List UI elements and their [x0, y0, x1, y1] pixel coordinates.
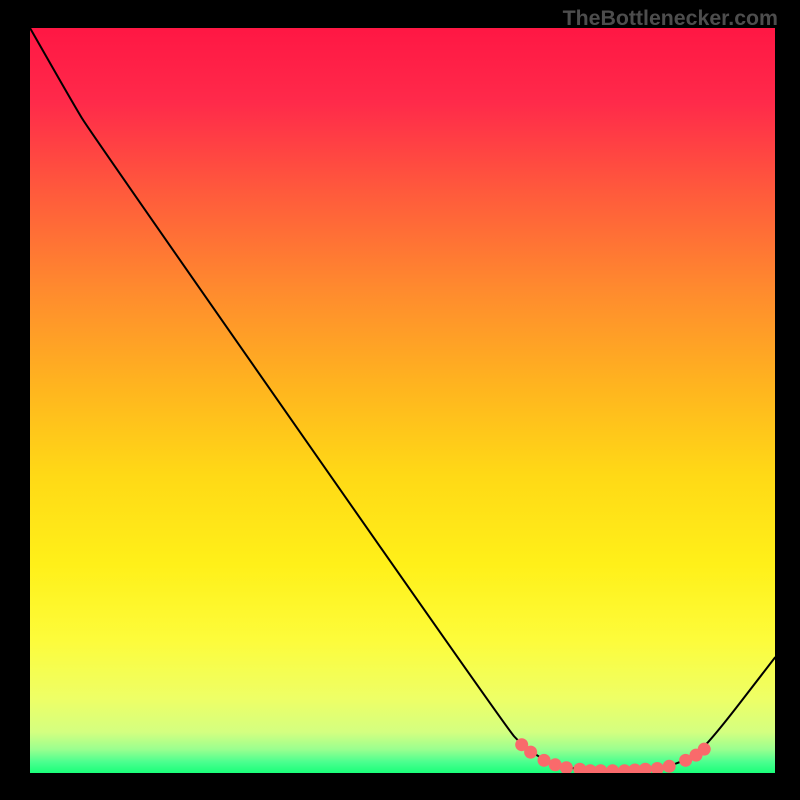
- chart-overlay-svg: [30, 28, 775, 773]
- scatter-point: [651, 762, 664, 773]
- scatter-point: [698, 743, 711, 756]
- chart-container: TheBottlenecker.com: [0, 0, 800, 800]
- scatter-group: [515, 738, 711, 773]
- scatter-point: [606, 764, 619, 773]
- scatter-point: [549, 758, 562, 771]
- curve-line: [30, 28, 775, 771]
- watermark-text: TheBottlenecker.com: [563, 6, 778, 31]
- scatter-point: [639, 763, 652, 773]
- scatter-point: [594, 764, 607, 773]
- scatter-point: [538, 754, 551, 767]
- plot-area: [30, 28, 775, 773]
- scatter-point: [524, 746, 537, 759]
- scatter-point: [560, 761, 573, 773]
- scatter-point: [663, 760, 676, 773]
